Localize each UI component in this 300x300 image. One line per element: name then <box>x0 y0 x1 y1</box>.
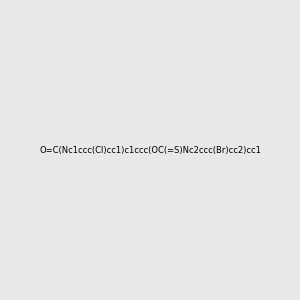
Text: O=C(Nc1ccc(Cl)cc1)c1ccc(OC(=S)Nc2ccc(Br)cc2)cc1: O=C(Nc1ccc(Cl)cc1)c1ccc(OC(=S)Nc2ccc(Br)… <box>39 146 261 154</box>
